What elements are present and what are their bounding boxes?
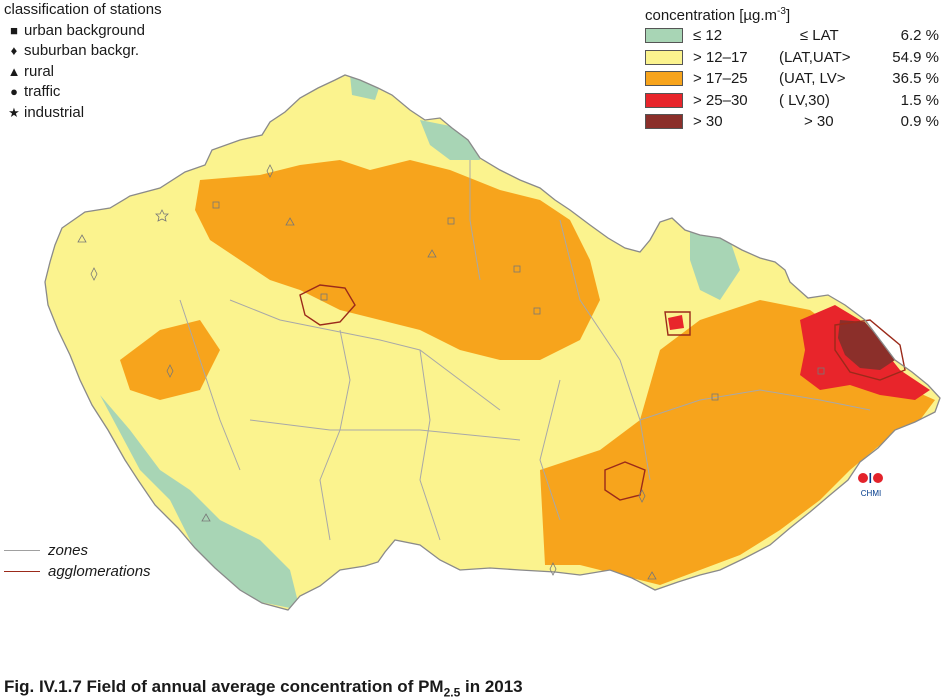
concentration-legend-title: concentration [µg.m-3] <box>645 6 791 24</box>
percentage-label: 1.5 % <box>900 91 939 109</box>
color-swatch <box>645 49 683 65</box>
legend-label: suburban backgr. <box>24 42 140 59</box>
percentage-label: 54.9 % <box>892 48 939 66</box>
color-swatch <box>645 114 683 130</box>
figure-caption: Fig. IV.1.7 Field of annual average conc… <box>4 677 523 699</box>
concentration-row: > 12–17 (LAT,UAT> 54.9 % <box>645 47 939 69</box>
range-label: > 25–30 <box>693 91 748 109</box>
square-icon: ■ <box>10 22 18 38</box>
chmi-logo: CHMI <box>848 471 894 498</box>
legend-row-agglomerations: agglomerations <box>4 561 151 582</box>
chmi-logo-text: CHMI <box>860 489 882 498</box>
legend-label: industrial <box>24 103 85 121</box>
class-label: ( LV,30) <box>779 91 830 109</box>
legend-label: agglomerations <box>48 563 151 580</box>
legend-label: traffic <box>24 83 61 100</box>
range-label: > 30 <box>693 113 723 131</box>
station-legend-title: classification of stations <box>4 1 162 18</box>
legend-row-rural: ▲ rural <box>4 62 162 83</box>
legend-label: zones <box>48 542 89 559</box>
station-classification-legend: classification of stations ■ urban backg… <box>4 0 162 123</box>
legend-row-traffic: ● traffic <box>4 82 162 103</box>
legend-row-suburban-background: ♦ suburban backgr. <box>4 41 162 62</box>
circle-icon: ● <box>10 84 18 99</box>
concentration-row: ≤ 12 ≤ LAT 6.2 % <box>645 25 939 47</box>
triangle-icon: ▲ <box>7 63 21 79</box>
legend-label: rural <box>24 62 55 80</box>
star-icon: ★ <box>8 104 20 120</box>
percentage-label: 36.5 % <box>892 70 939 88</box>
concentration-legend: concentration [µg.m-3] ≤ 12 ≤ LAT 6.2 % … <box>645 3 939 133</box>
range-label: > 17–25 <box>693 70 748 88</box>
class-label: > 30 <box>779 113 834 131</box>
color-swatch <box>645 71 683 87</box>
percentage-label: 6.2 % <box>900 27 939 45</box>
color-swatch <box>645 92 683 108</box>
legend-label: urban background <box>24 21 145 39</box>
class-label: ≤ LAT <box>779 27 839 45</box>
class-label: (UAT, LV> <box>779 70 846 88</box>
percentage-label: 0.9 % <box>900 113 939 131</box>
concentration-row: > 25–30 ( LV,30) 1.5 % <box>645 90 939 112</box>
zones-line-sample <box>4 550 40 551</box>
chmi-logo-icon <box>858 473 883 483</box>
legend-row-urban-background: ■ urban background <box>4 21 162 42</box>
line-legend: zones agglomerations <box>4 540 151 582</box>
class-label: (LAT,UAT> <box>779 48 851 66</box>
diamond-icon: ♦ <box>10 43 18 58</box>
concentration-row: > 17–25 (UAT, LV> 36.5 % <box>645 68 939 90</box>
range-label: > 12–17 <box>693 48 748 66</box>
legend-row-zones: zones <box>4 540 151 561</box>
legend-row-industrial: ★ industrial <box>4 103 162 124</box>
concentration-row: > 30 > 30 0.9 % <box>645 111 939 133</box>
range-label: ≤ 12 <box>693 27 723 45</box>
color-swatch <box>645 28 683 44</box>
agglomerations-line-sample <box>4 571 40 572</box>
